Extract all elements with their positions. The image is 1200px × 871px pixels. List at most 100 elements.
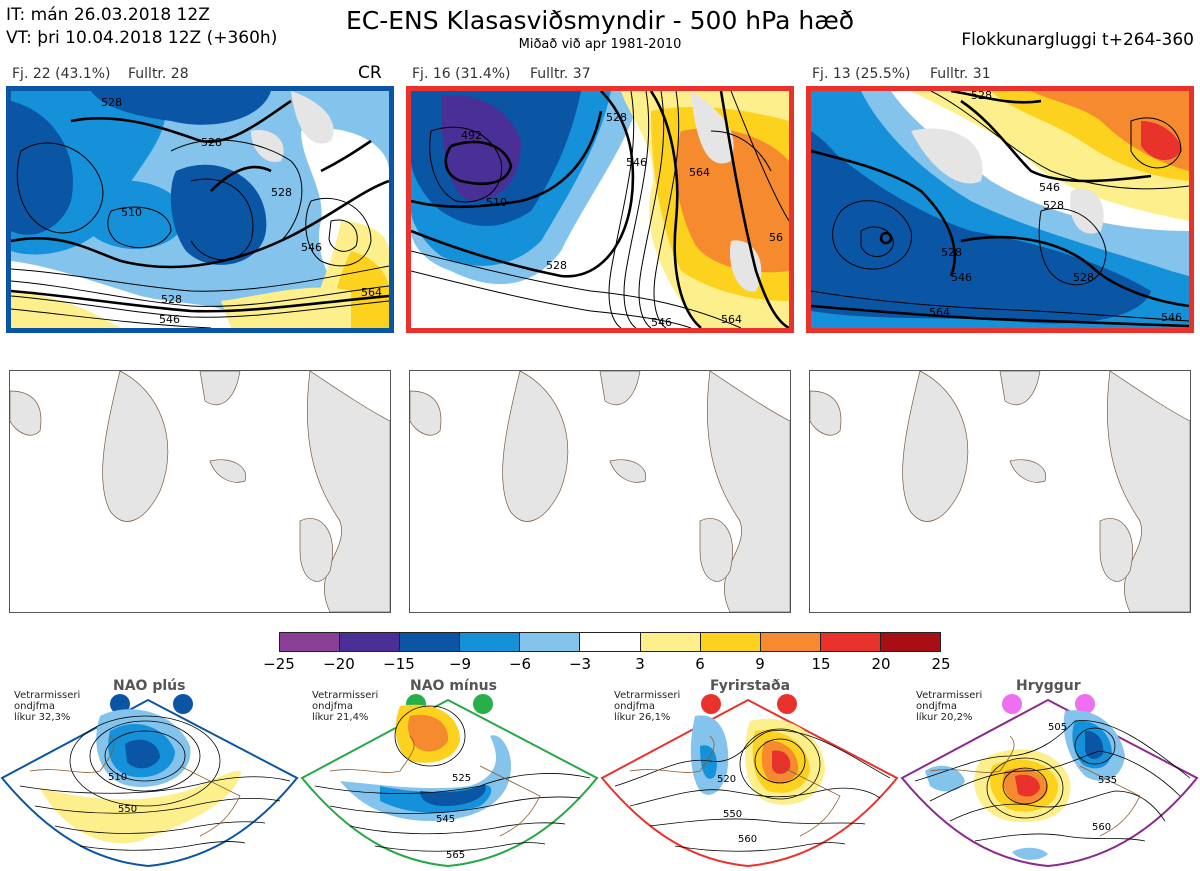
contour-label: 564	[689, 166, 710, 179]
colorbar-swatch	[280, 633, 341, 651]
page-subtitle: Miðað við apr 1981-2010	[518, 37, 682, 52]
contour-label: 528	[971, 91, 992, 102]
colorbar-swatch	[340, 633, 401, 651]
regime-stats: Vetrarmisseri ondjfma líkur 32,3%	[14, 690, 81, 723]
regime-dot	[1002, 694, 1022, 714]
colorbar-swatch	[880, 633, 941, 651]
regime-stats: Vetrarmisseri ondjfma líkur 21,4%	[312, 690, 379, 723]
regime-contour-label: 560	[1092, 822, 1111, 833]
regime-dot	[110, 694, 130, 714]
cluster-2-label: Fj. 16 (31.4%)	[412, 66, 511, 82]
classification-window: Flokkunargluggi t+264-360	[961, 30, 1194, 50]
regime-contour-label: 535	[1098, 775, 1117, 786]
colorbar-tick: −6	[508, 655, 532, 673]
empty-map-3[interactable]	[809, 370, 1191, 613]
regime-contour-label: 560	[738, 834, 757, 845]
regime-contour-label: 505	[1048, 722, 1067, 733]
regime-contour-label: 565	[446, 850, 465, 861]
regime-ridge[interactable]: Hryggur Vetrarmisseri ondjfma líkur 20,2…	[900, 676, 1200, 871]
regime-dot	[1075, 694, 1095, 714]
contour-label: 546	[1161, 311, 1182, 324]
regime-stats: Vetrarmisseri ondjfma líkur 20,2%	[916, 690, 983, 723]
colorbar-swatch	[760, 633, 821, 651]
colorbar-tick: 20	[871, 655, 891, 673]
page-title: EC-ENS Klasasviðsmyndir - 500 hPa hæð	[345, 6, 855, 35]
contour-label: 528	[941, 246, 962, 259]
regime-dot	[701, 694, 721, 714]
regime-dot	[473, 694, 493, 714]
colorbar-swatch	[400, 633, 461, 651]
regime-contour-label: 550	[118, 804, 137, 815]
colorbar-swatch	[820, 633, 881, 651]
empty-map-1[interactable]	[9, 370, 391, 613]
contour-label: 546	[301, 241, 322, 254]
cluster-map-1[interactable]: 528 510 528 528 546 564 528 546 564	[6, 86, 394, 333]
regime-contour-label: 510	[108, 772, 127, 783]
contour-label: 564	[221, 326, 242, 328]
contour-label: 564	[361, 286, 382, 299]
colorbar-tick: −3	[568, 655, 592, 673]
regime-blocking[interactable]: Fyrirstaða Vetrarmisseri ondjfma líkur 2…	[600, 676, 900, 871]
contour-label: 528	[161, 293, 182, 306]
regime-name: NAO plús	[113, 678, 186, 694]
regime-dot	[777, 694, 797, 714]
contour-label: 510	[121, 206, 142, 219]
colorbar	[279, 632, 941, 652]
header-info: IT: mán 26.03.2018 12Z VT: þri 10.04.201…	[6, 4, 277, 50]
initial-time: IT: mán 26.03.2018 12Z	[6, 5, 210, 25]
colorbar-tick: −9	[448, 655, 472, 673]
contour-label: 528	[201, 136, 222, 149]
cluster-2-fulltr: Fulltr. 37	[530, 66, 591, 82]
contour-label: 492	[461, 129, 482, 142]
regime-stats: Vetrarmisseri ondjfma líkur 26,1%	[614, 690, 681, 723]
colorbar-tick: −15	[383, 655, 415, 673]
regime-contour-label: 550	[723, 809, 742, 820]
colorbar-tick: 25	[931, 655, 951, 673]
colorbar-tick: −25	[263, 655, 295, 673]
regime-name: Fyrirstaða	[710, 678, 791, 694]
cluster-1-label: Fj. 22 (43.1%)	[12, 66, 111, 82]
regime-nao-minus[interactable]: NAO mínus Vetrarmisseri ondjfma líkur 21…	[300, 676, 600, 871]
cluster-3-label: Fj. 13 (25.5%)	[812, 66, 911, 82]
contour-label: 510	[486, 196, 507, 209]
colorbar-swatch	[460, 633, 521, 651]
cluster-1-fulltr: Fulltr. 28	[128, 66, 189, 82]
contour-label: 56	[769, 231, 783, 244]
contour-label: 564	[929, 306, 950, 319]
cluster-3-fulltr: Fulltr. 31	[930, 66, 991, 82]
colorbar-swatch	[520, 633, 581, 651]
empty-map-2[interactable]	[409, 370, 791, 613]
contour-label: 546	[651, 316, 672, 328]
contour-label: 528	[1043, 199, 1064, 212]
contour-label: 528	[1073, 271, 1094, 284]
contour-label: 546	[159, 313, 180, 326]
contour-label: 564	[721, 313, 742, 326]
cluster-map-2[interactable]: 492 510 528 528 546 564 546 564 56	[406, 86, 794, 333]
cluster-map-3[interactable]: 528 546 528 528 546 564 546 528	[806, 86, 1194, 333]
regime-dot	[173, 694, 193, 714]
colorbar-tick: 9	[755, 655, 765, 673]
regime-contour-label: 520	[717, 774, 736, 785]
colorbar-tick: 15	[811, 655, 831, 673]
contour-label: 528	[271, 186, 292, 199]
contour-label: 546	[626, 156, 647, 169]
regime-map-outline	[300, 698, 599, 868]
regime-contour-label: 545	[436, 814, 455, 825]
regime-nao-plus[interactable]: NAO plús Vetrarmisseri ondjfma líkur 32,…	[0, 676, 300, 871]
valid-time: VT: þri 10.04.2018 12Z (+360h)	[6, 28, 278, 48]
colorbar-tick: −20	[323, 655, 355, 673]
contour-label: 528	[546, 259, 567, 272]
contour-label: 528	[606, 111, 627, 124]
regime-name: NAO mínus	[410, 678, 497, 694]
colorbar-swatch	[640, 633, 701, 651]
cluster-1-tag: CR	[358, 63, 382, 83]
colorbar-tick: 3	[635, 655, 645, 673]
regime-name: Hryggur	[1016, 678, 1081, 694]
contour-label: 546	[1039, 181, 1060, 194]
colorbar-swatch	[580, 633, 641, 651]
regime-contour-label: 525	[452, 773, 471, 784]
contour-label: 528	[101, 96, 122, 109]
colorbar-tick: 6	[695, 655, 705, 673]
contour-label: 546	[951, 271, 972, 284]
colorbar-swatch	[700, 633, 761, 651]
